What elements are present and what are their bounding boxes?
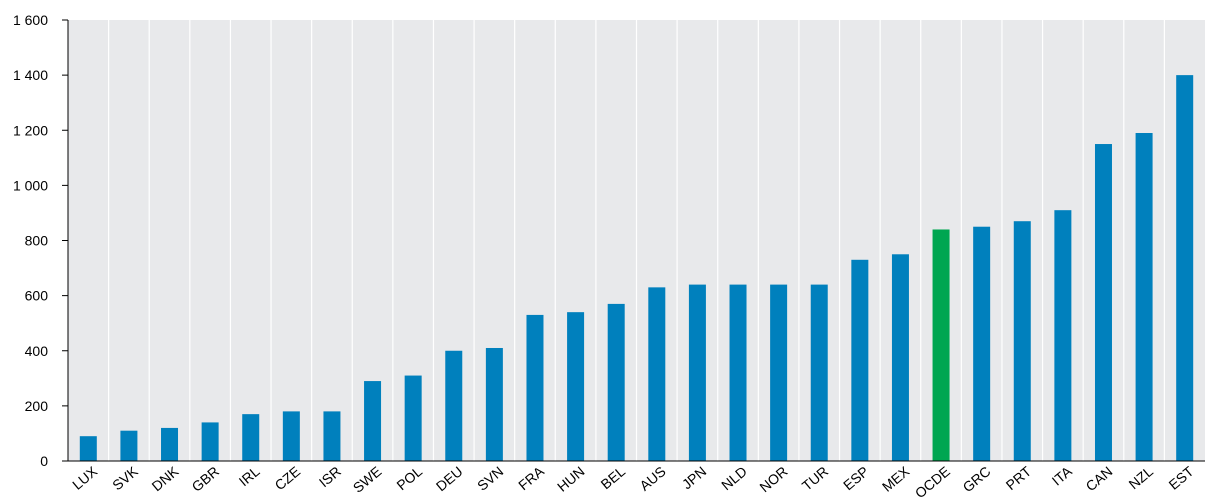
x-tick-label-can: CAN	[1082, 463, 1115, 494]
x-tick-label-isr: ISR	[316, 463, 344, 490]
x-tick-label-mex: MEX	[879, 463, 913, 495]
y-tick-label: 200	[25, 398, 49, 414]
x-tick-label-svk: SVK	[109, 463, 141, 494]
bar-nzl	[1135, 133, 1153, 461]
bar-svk	[120, 430, 138, 461]
x-tick-label-est: EST	[1165, 463, 1196, 493]
bar-ita	[1054, 210, 1072, 461]
x-tick-label-pol: POL	[393, 463, 425, 493]
y-tick-label: 1 000	[13, 177, 48, 193]
x-tick-label-ita: ITA	[1049, 463, 1076, 489]
x-tick-label-dnk: DNK	[149, 463, 182, 495]
x-tick-label-nzl: NZL	[1125, 463, 1156, 492]
x-tick-label-bel: BEL	[598, 463, 629, 492]
x-tick-label-hun: HUN	[554, 463, 588, 495]
x-tick-label-swe: SWE	[350, 463, 385, 496]
bar-deu	[445, 350, 463, 461]
x-tick-label-gbr: GBR	[189, 463, 223, 495]
bar-aus	[648, 287, 666, 461]
bar-gbr	[201, 422, 219, 461]
bar-pol	[404, 375, 422, 461]
bar-irl	[242, 414, 260, 461]
y-tick-label: 1 400	[13, 67, 48, 83]
x-tick-label-nor: NOR	[756, 463, 790, 495]
x-tick-label-irl: IRL	[236, 463, 263, 489]
bar-bel	[607, 303, 625, 461]
x-tick-label-deu: DEU	[433, 463, 466, 494]
bar-hun	[567, 312, 585, 461]
bar-fra	[526, 314, 544, 461]
x-tick-label-grc: GRC	[959, 463, 993, 495]
bar-can	[1094, 144, 1112, 461]
y-tick-label: 1 200	[13, 122, 48, 138]
y-axis-ticks: 0 200 400 600 800 1 000 1 200 1 400 1 600	[13, 12, 68, 469]
bar-jpn	[688, 284, 706, 461]
bar-swe	[364, 381, 382, 461]
bar-tur	[810, 284, 828, 461]
x-tick-label-ocde: OCDE	[912, 463, 953, 497]
x-tick-label-aus: AUS	[636, 463, 668, 494]
y-tick-label: 800	[25, 233, 49, 249]
x-tick-label-tur: TUR	[799, 463, 831, 494]
bar-ocde	[932, 229, 950, 461]
bar-isr	[323, 411, 341, 461]
y-tick-label: 400	[25, 343, 49, 359]
y-tick-label: 600	[25, 288, 49, 304]
x-tick-label-lux: LUX	[69, 463, 101, 493]
x-tick-label-prt: PRT	[1003, 463, 1035, 493]
y-tick-label: 0	[40, 453, 48, 469]
bar-nor	[770, 284, 788, 461]
bar-esp	[851, 259, 869, 461]
bars	[79, 75, 1194, 461]
x-tick-label-cze: CZE	[272, 463, 304, 493]
x-tick-label-nld: NLD	[718, 463, 750, 493]
x-tick-label-fra: FRA	[515, 463, 547, 494]
bar-mex	[891, 254, 909, 461]
bar-nld	[729, 284, 747, 461]
x-axis-labels: LUX SVK DNK GBR IRL CZE ISR SWE POL DEU SVN FRA HUN B…	[69, 463, 1197, 497]
bar-svn	[485, 347, 503, 461]
bar-est	[1176, 75, 1194, 461]
bar-lux	[79, 436, 97, 461]
x-tick-label-jpn: JPN	[679, 463, 710, 492]
bar-dnk	[161, 427, 179, 461]
bar-cze	[282, 411, 300, 461]
category-gridlines	[108, 20, 1165, 461]
bar-grc	[973, 226, 991, 461]
x-tick-label-svn: SVN	[474, 463, 506, 494]
x-tick-label-esp: ESP	[840, 463, 872, 493]
bar-prt	[1013, 221, 1031, 461]
y-tick-label: 1 600	[13, 12, 48, 28]
